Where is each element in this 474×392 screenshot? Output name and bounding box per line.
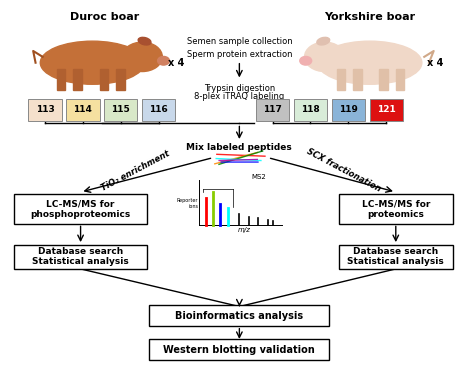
Text: Western blotting validation: Western blotting validation xyxy=(164,345,315,355)
Text: 8-plex iTRAQ labeling: 8-plex iTRAQ labeling xyxy=(194,93,284,101)
FancyBboxPatch shape xyxy=(104,99,137,121)
Text: Database search
Statistical analysis: Database search Statistical analysis xyxy=(347,247,444,267)
Text: Database search
Statistical analysis: Database search Statistical analysis xyxy=(32,247,129,267)
Bar xyxy=(73,69,82,90)
Text: 115: 115 xyxy=(111,105,130,114)
Text: SCX fractionation: SCX fractionation xyxy=(305,147,383,194)
Ellipse shape xyxy=(157,56,170,65)
Text: x 4: x 4 xyxy=(168,58,185,68)
FancyBboxPatch shape xyxy=(339,245,453,269)
Text: LC-MS/MS for
proteomics: LC-MS/MS for proteomics xyxy=(362,199,430,219)
Text: 116: 116 xyxy=(149,105,168,114)
Text: 118: 118 xyxy=(301,105,320,114)
FancyBboxPatch shape xyxy=(370,99,403,121)
Text: Yorkshire boar: Yorkshire boar xyxy=(324,12,415,22)
FancyBboxPatch shape xyxy=(66,99,100,121)
FancyBboxPatch shape xyxy=(14,194,147,223)
Bar xyxy=(57,69,65,90)
Text: Sperm protein extraction: Sperm protein extraction xyxy=(187,50,292,58)
Ellipse shape xyxy=(317,37,330,45)
Text: m/z: m/z xyxy=(237,227,251,234)
Text: 114: 114 xyxy=(73,105,92,114)
FancyBboxPatch shape xyxy=(149,305,329,326)
Bar xyxy=(100,69,108,90)
FancyBboxPatch shape xyxy=(142,99,175,121)
Text: TiO₂ enrichment: TiO₂ enrichment xyxy=(100,149,171,192)
Ellipse shape xyxy=(300,56,312,65)
Text: MS2: MS2 xyxy=(251,174,266,180)
FancyBboxPatch shape xyxy=(256,99,289,121)
FancyBboxPatch shape xyxy=(14,245,147,269)
Text: LC-MS/MS for
phosphoproteomics: LC-MS/MS for phosphoproteomics xyxy=(30,199,131,219)
FancyBboxPatch shape xyxy=(339,194,453,223)
Ellipse shape xyxy=(40,41,145,84)
FancyBboxPatch shape xyxy=(294,99,327,121)
Bar xyxy=(396,69,404,90)
Text: Trypsin digestion: Trypsin digestion xyxy=(204,84,275,93)
FancyBboxPatch shape xyxy=(149,339,329,360)
Text: 119: 119 xyxy=(339,105,358,114)
FancyBboxPatch shape xyxy=(332,99,365,121)
Text: 121: 121 xyxy=(377,105,396,114)
Bar xyxy=(116,69,125,90)
Text: x 4: x 4 xyxy=(427,58,443,68)
Bar xyxy=(379,69,388,90)
Text: Duroc boar: Duroc boar xyxy=(70,12,139,22)
Text: Reporter
ions: Reporter ions xyxy=(177,198,198,209)
Ellipse shape xyxy=(318,41,422,84)
Text: Mix labeled peptides: Mix labeled peptides xyxy=(186,143,292,151)
Text: 117: 117 xyxy=(263,105,282,114)
FancyBboxPatch shape xyxy=(28,99,62,121)
Ellipse shape xyxy=(138,37,151,45)
Ellipse shape xyxy=(304,42,345,72)
Ellipse shape xyxy=(122,42,162,72)
Text: Semen sample collection: Semen sample collection xyxy=(187,37,292,45)
Text: 113: 113 xyxy=(36,105,55,114)
Bar xyxy=(353,69,362,90)
Text: Bioinformatics analysis: Bioinformatics analysis xyxy=(175,310,303,321)
Bar xyxy=(337,69,345,90)
